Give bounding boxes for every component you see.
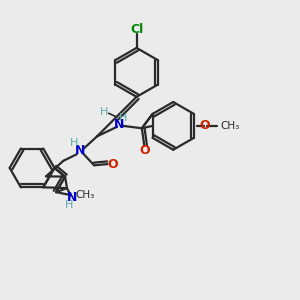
Text: H: H xyxy=(119,113,127,123)
Text: N: N xyxy=(75,144,85,157)
Text: H: H xyxy=(70,139,78,148)
Text: Cl: Cl xyxy=(130,22,143,36)
Text: O: O xyxy=(107,158,118,171)
Text: H: H xyxy=(100,106,109,116)
Text: N: N xyxy=(114,118,125,131)
Text: O: O xyxy=(200,119,211,132)
Text: CH₃: CH₃ xyxy=(220,121,239,131)
Text: H: H xyxy=(65,200,74,210)
Text: N: N xyxy=(67,191,77,204)
Text: CH₃: CH₃ xyxy=(76,190,95,200)
Text: O: O xyxy=(139,145,150,158)
